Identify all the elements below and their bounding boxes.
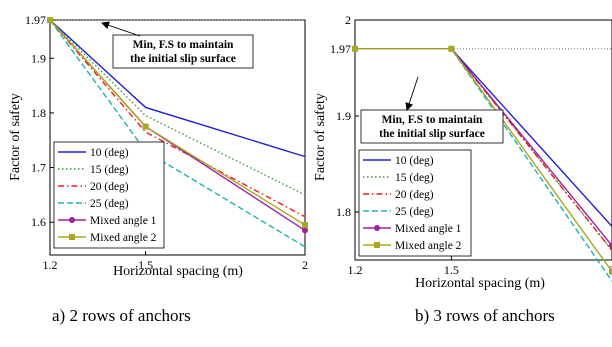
legend-label: 15 (deg)	[395, 172, 434, 184]
annotation-box	[360, 109, 504, 144]
y-tick-label: 2	[345, 13, 351, 27]
legend-marker	[69, 234, 75, 240]
annotation-arrow	[101, 21, 141, 37]
legend-label: Mixed angle 1	[395, 223, 462, 235]
legend-marker	[374, 242, 380, 248]
legend-label: 15 (deg)	[90, 164, 129, 176]
y-tick-label: 1.97	[330, 42, 351, 56]
y-tick-label: 1.6	[31, 215, 46, 229]
data-point	[609, 242, 612, 249]
x-tick-label: 2	[302, 258, 308, 272]
series-line	[49, 19, 306, 196]
legend-label: 10 (deg)	[90, 147, 129, 159]
legend-marker	[69, 217, 75, 223]
legend-label: 20 (deg)	[395, 189, 434, 201]
data-point	[352, 45, 358, 52]
legend-label: 10 (deg)	[395, 155, 434, 167]
y-tick-label: 1.7	[31, 161, 46, 175]
y-tick-label: 1.9	[31, 51, 46, 65]
annotation-box	[112, 34, 254, 69]
x-axis-label: Horizontal spacing (m)	[415, 276, 545, 291]
x-tick-label: 1.5	[444, 263, 459, 277]
y-axis-label: Factor of safety	[8, 93, 23, 181]
x-tick-label: 1.2	[348, 263, 363, 277]
x-tick-label: 1.5	[138, 258, 153, 272]
legend-label: Mixed angle 2	[395, 240, 462, 252]
x-tick-label: 1.2	[43, 258, 58, 272]
caption-b: b) 3 rows of anchors	[415, 306, 555, 325]
plot-frame	[354, 19, 612, 261]
legend-box	[53, 141, 165, 249]
y-axis-label: Factor of safety	[313, 93, 328, 181]
y-tick-label: 1.9	[336, 109, 351, 123]
data-point	[302, 227, 308, 234]
legend-label: Mixed angle 1	[90, 215, 157, 227]
annotation-arrow	[405, 76, 419, 111]
annotation-text: Min, F.S to maintain	[133, 39, 234, 51]
data-point	[448, 45, 455, 52]
x-axis-label: Horizontal spacing (m)	[113, 264, 243, 279]
legend-label: 25 (deg)	[395, 206, 434, 218]
legend-marker	[374, 225, 380, 231]
plot-frame	[49, 19, 306, 256]
y-tick-label: 1.8	[336, 205, 351, 219]
annotation-text: Min, F.S to maintain	[382, 114, 483, 126]
legend-box	[358, 149, 472, 257]
y-tick-label: 1.97	[25, 13, 46, 27]
caption-a: a) 2 rows of anchors	[52, 306, 191, 325]
series-line	[49, 19, 306, 158]
annotation-text: the initial slip surface	[130, 53, 236, 65]
data-point	[609, 268, 612, 275]
legend-label: Mixed angle 2	[90, 232, 157, 244]
data-point	[47, 17, 53, 23]
data-point	[142, 123, 149, 130]
chart-a: 1.97 1.9 1.8 1.7 1.6 1.2 1.5 2 Horizontal spacin…	[8, 13, 308, 279]
annotation-text: the initial slip surface	[379, 128, 485, 140]
data-point	[302, 221, 308, 228]
legend-label: 25 (deg)	[90, 198, 129, 210]
legend-label: 20 (deg)	[90, 181, 129, 193]
y-tick-label: 1.8	[31, 106, 46, 120]
